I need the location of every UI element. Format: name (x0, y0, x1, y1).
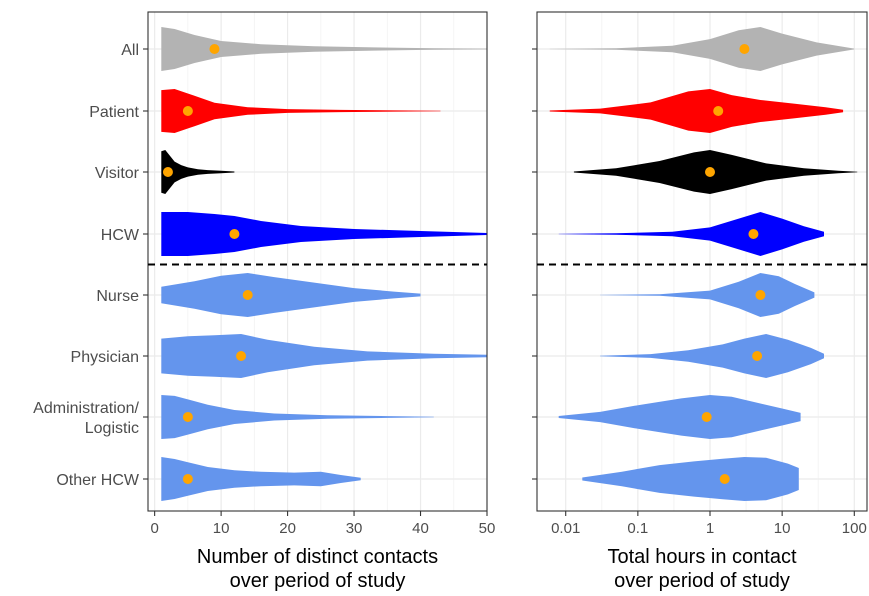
median-point-2-2 (713, 106, 724, 116)
category-label: Visitor (95, 165, 140, 182)
x-tick-label: 10 (774, 520, 791, 537)
x-tick-label: 50 (479, 520, 496, 537)
category-label: Logistic (85, 420, 139, 437)
median-point-2-5 (755, 290, 766, 300)
x-axis-title: over period of study (230, 570, 406, 592)
median-point-1-7 (182, 412, 193, 422)
panel-2: 0.01 0.1 1 10 100 Total hours in contactover … (532, 11, 868, 592)
x-tick-label: 0.01 (551, 520, 580, 537)
violin-2-2 (549, 89, 844, 133)
x-axis-title: Total hours in contact (608, 546, 797, 568)
x-tick-label: 30 (346, 520, 363, 537)
violin-2-4 (558, 212, 824, 256)
x-tick-label: 40 (412, 520, 429, 537)
category-label: Nurse (96, 288, 139, 305)
median-point-2-1 (739, 44, 750, 54)
x-tick-label: 0.1 (627, 520, 648, 537)
x-axis-title: over period of study (614, 570, 790, 592)
violin-2-6 (600, 334, 824, 378)
violin-2-7 (558, 395, 801, 439)
x-axis-title: Number of distinct contacts (197, 546, 438, 568)
median-point-2-7 (701, 412, 712, 422)
panel-1: 0 10 20 30 40 50 All Patient Visitor HCW Nurse Phys… (33, 11, 496, 592)
median-point-1-8 (182, 474, 193, 484)
category-label: Other HCW (56, 472, 140, 489)
x-tick-label: 20 (279, 520, 296, 537)
median-point-1-4 (229, 229, 240, 239)
violin-1-7 (161, 395, 434, 439)
category-label: Administration/ (33, 400, 139, 417)
violin-2-8 (582, 457, 799, 501)
median-point-1-5 (242, 290, 253, 300)
x-tick-label: 100 (842, 520, 867, 537)
violin-1-5 (161, 273, 421, 317)
x-tick-label: 1 (706, 520, 714, 537)
violin-1-2 (161, 89, 441, 133)
median-point-2-4 (748, 229, 759, 239)
median-point-1-6 (236, 351, 247, 361)
violin-1-8 (161, 457, 361, 501)
median-point-1-3 (162, 167, 173, 177)
violin-1-3 (161, 150, 235, 194)
median-point-1-2 (182, 106, 193, 116)
median-point-2-3 (705, 167, 716, 177)
violin-2-3 (573, 150, 858, 194)
category-label: HCW (101, 227, 140, 244)
category-label: Physician (71, 349, 139, 366)
violin-2-1 (549, 27, 855, 71)
median-point-2-8 (719, 474, 730, 484)
violin-1-4 (161, 212, 488, 256)
x-tick-label: 10 (213, 520, 230, 537)
median-point-1-1 (209, 44, 220, 54)
median-point-2-6 (752, 351, 763, 361)
violin-2-5 (600, 273, 815, 317)
violin-1-1 (161, 27, 488, 71)
category-label: Patient (89, 104, 139, 121)
panel-border (536, 11, 868, 512)
category-label: All (121, 42, 139, 59)
x-tick-label: 0 (150, 520, 158, 537)
violin-1-6 (161, 334, 488, 378)
panel-border (147, 11, 488, 512)
